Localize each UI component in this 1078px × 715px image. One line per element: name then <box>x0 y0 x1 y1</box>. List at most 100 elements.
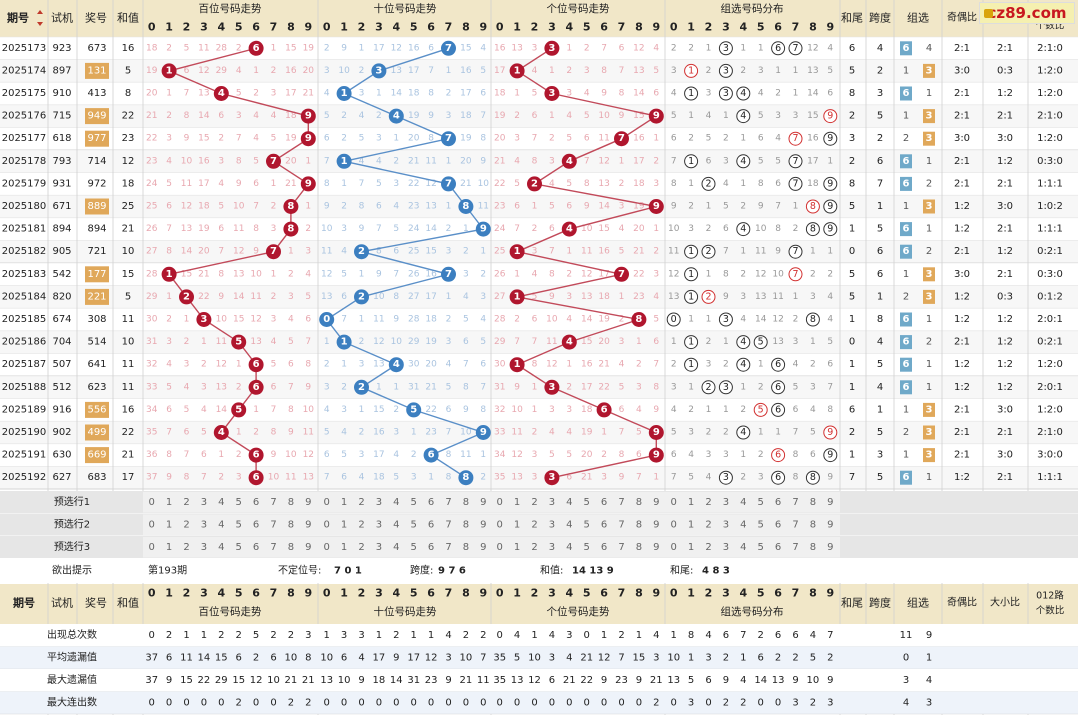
preselect-digit[interactable]: 8 <box>636 542 642 553</box>
preselect-digit[interactable]: 9 <box>305 542 311 553</box>
preselect-digit[interactable]: 8 <box>288 519 294 530</box>
preselect-digit[interactable]: 0 <box>671 542 677 553</box>
preselect-digit[interactable]: 6 <box>428 519 434 530</box>
preselect-digit[interactable]: 9 <box>653 519 659 530</box>
preselect-digit[interactable]: 9 <box>480 497 486 508</box>
preselect-digit[interactable]: 5 <box>758 542 764 553</box>
preselect-digit[interactable]: 4 <box>566 497 572 508</box>
preselect-digit[interactable]: 2 <box>183 519 189 530</box>
preselect-digit[interactable]: 9 <box>827 497 833 508</box>
preselect-digit[interactable]: 9 <box>653 497 659 508</box>
col-header-period[interactable]: 期号 <box>7 11 29 25</box>
preselect-digit[interactable]: 0 <box>497 519 503 530</box>
preselect-digit[interactable]: 2 <box>705 497 711 508</box>
preselect-digit[interactable]: 5 <box>411 542 417 553</box>
preselect-digit[interactable]: 0 <box>671 519 677 530</box>
preselect-digit[interactable]: 6 <box>253 519 259 530</box>
preselect-digit[interactable]: 8 <box>288 497 294 508</box>
preselect-digit[interactable]: 6 <box>775 542 781 553</box>
preselect-area[interactable] <box>143 492 840 513</box>
preselect-digit[interactable]: 3 <box>201 542 207 553</box>
preselect-digit[interactable]: 0 <box>497 497 503 508</box>
preselect-digit[interactable]: 0 <box>149 542 155 553</box>
preselect-digit[interactable]: 2 <box>358 542 364 553</box>
preselect-digit[interactable]: 0 <box>324 519 330 530</box>
preselect-digit[interactable]: 8 <box>810 519 816 530</box>
preselect-digit[interactable]: 3 <box>723 497 729 508</box>
preselect-digit[interactable]: 7 <box>445 542 451 553</box>
preselect-digit[interactable]: 7 <box>792 497 798 508</box>
preselect-digit[interactable]: 4 <box>566 542 572 553</box>
preselect-digit[interactable]: 2 <box>531 497 537 508</box>
preselect-digit[interactable]: 3 <box>376 519 382 530</box>
preselect-digit[interactable]: 1 <box>688 497 694 508</box>
preselect-digit[interactable]: 2 <box>183 497 189 508</box>
preselect-digit[interactable]: 3 <box>376 497 382 508</box>
preselect-digit[interactable]: 2 <box>705 542 711 553</box>
preselect-digit[interactable]: 1 <box>514 542 520 553</box>
preselect-digit[interactable]: 1 <box>688 542 694 553</box>
preselect-digit[interactable]: 0 <box>497 542 503 553</box>
preselect-digit[interactable]: 1 <box>341 519 347 530</box>
preselect-digit[interactable]: 1 <box>166 519 172 530</box>
preselect-digit[interactable]: 4 <box>740 542 746 553</box>
preselect-digit[interactable]: 0 <box>324 542 330 553</box>
preselect-digit[interactable]: 0 <box>149 497 155 508</box>
preselect-digit[interactable]: 5 <box>236 519 242 530</box>
preselect-digit[interactable]: 5 <box>584 542 590 553</box>
preselect-digit[interactable]: 4 <box>218 497 224 508</box>
preselect-digit[interactable]: 7 <box>445 519 451 530</box>
preselect-digit[interactable]: 7 <box>270 542 276 553</box>
preselect-digit[interactable]: 3 <box>201 497 207 508</box>
preselect-digit[interactable]: 7 <box>445 497 451 508</box>
preselect-digit[interactable]: 1 <box>514 519 520 530</box>
preselect-digit[interactable]: 1 <box>166 542 172 553</box>
preselect-digit[interactable]: 4 <box>218 542 224 553</box>
preselect-digit[interactable]: 4 <box>740 497 746 508</box>
preselect-digit[interactable]: 7 <box>270 497 276 508</box>
preselect-digit[interactable]: 8 <box>636 497 642 508</box>
preselect-digit[interactable]: 8 <box>463 542 469 553</box>
preselect-digit[interactable]: 2 <box>531 542 537 553</box>
preselect-digit[interactable]: 2 <box>705 519 711 530</box>
preselect-digit[interactable]: 6 <box>775 519 781 530</box>
preselect-digit[interactable]: 0 <box>671 497 677 508</box>
preselect-digit[interactable]: 6 <box>428 497 434 508</box>
preselect-digit[interactable]: 2 <box>183 542 189 553</box>
preselect-area[interactable] <box>143 514 840 536</box>
preselect-digit[interactable]: 7 <box>618 542 624 553</box>
preselect-digit[interactable]: 7 <box>618 497 624 508</box>
preselect-digit[interactable]: 5 <box>584 497 590 508</box>
preselect-digit[interactable]: 8 <box>810 542 816 553</box>
preselect-digit[interactable]: 9 <box>827 542 833 553</box>
preselect-digit[interactable]: 0 <box>149 519 155 530</box>
preselect-digit[interactable]: 1 <box>166 497 172 508</box>
preselect-digit[interactable]: 9 <box>480 542 486 553</box>
preselect-digit[interactable]: 5 <box>236 542 242 553</box>
preselect-digit[interactable]: 8 <box>636 519 642 530</box>
preselect-digit[interactable]: 1 <box>688 519 694 530</box>
preselect-digit[interactable]: 6 <box>428 542 434 553</box>
preselect-digit[interactable]: 6 <box>601 519 607 530</box>
preselect-digit[interactable]: 4 <box>566 519 572 530</box>
site-logo[interactable]: cz89.com <box>979 2 1075 24</box>
preselect-digit[interactable]: 4 <box>740 519 746 530</box>
preselect-area[interactable] <box>143 537 840 558</box>
preselect-digit[interactable]: 1 <box>341 497 347 508</box>
preselect-digit[interactable]: 3 <box>549 497 555 508</box>
preselect-digit[interactable]: 3 <box>549 542 555 553</box>
preselect-digit[interactable]: 5 <box>411 497 417 508</box>
preselect-digit[interactable]: 3 <box>549 519 555 530</box>
preselect-digit[interactable]: 9 <box>827 519 833 530</box>
preselect-digit[interactable]: 9 <box>480 519 486 530</box>
preselect-digit[interactable]: 2 <box>358 497 364 508</box>
preselect-digit[interactable]: 7 <box>792 542 798 553</box>
preselect-digit[interactable]: 6 <box>775 497 781 508</box>
preselect-digit[interactable]: 3 <box>201 519 207 530</box>
preselect-digit[interactable]: 6 <box>253 542 259 553</box>
preselect-digit[interactable]: 5 <box>758 497 764 508</box>
preselect-digit[interactable]: 8 <box>463 497 469 508</box>
preselect-digit[interactable]: 2 <box>358 519 364 530</box>
preselect-digit[interactable]: 7 <box>618 519 624 530</box>
preselect-digit[interactable]: 8 <box>463 519 469 530</box>
